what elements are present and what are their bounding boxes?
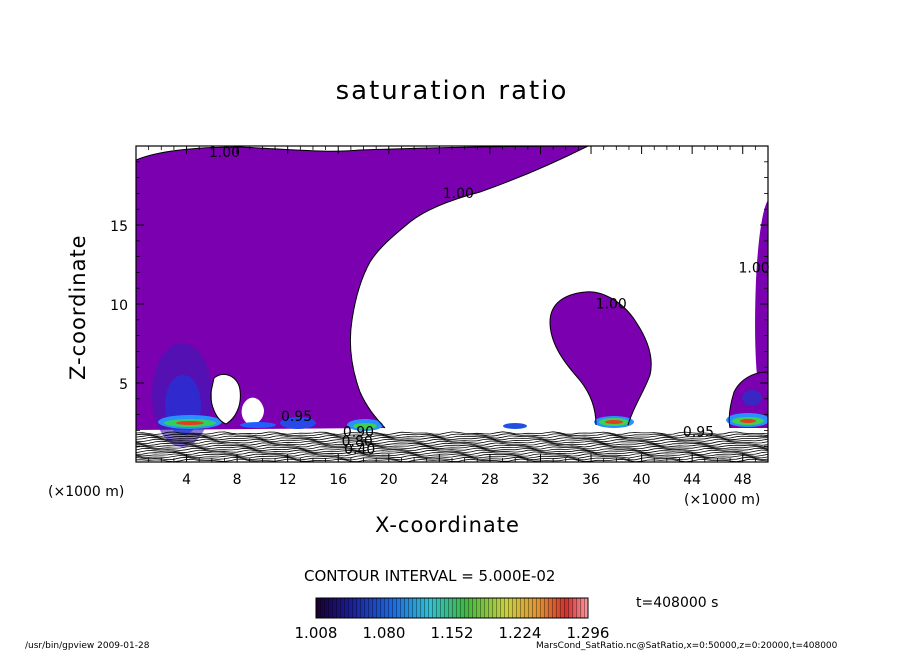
contour-line-surface	[136, 449, 768, 454]
supersaturated-region-main	[136, 146, 588, 430]
colorbar-stripes	[316, 598, 588, 618]
contour-label: 0.80	[342, 434, 373, 450]
time-label: t=408000 s	[636, 595, 719, 611]
contour-label: 1.00	[443, 186, 474, 202]
x-tick-label: 36	[582, 472, 600, 488]
x-tick-label: 40	[633, 472, 651, 488]
contour-labels: 1.00 1.00 1.00 1.00 0.95 0.900.800.40 0.95	[209, 145, 770, 458]
x-unit-label-left: (×1000 m)	[48, 484, 125, 500]
contour-label: 0.40	[344, 442, 375, 458]
core-left-band-red	[176, 421, 204, 425]
colorbar-tick-labels: 1.008 1.080 1.152 1.224 1.296	[295, 624, 610, 642]
colorbar: 1.008 1.080 1.152 1.224 1.296	[295, 597, 610, 642]
y-tick-label: 10	[110, 298, 128, 314]
contour-label: 1.00	[596, 297, 627, 313]
chart-title: saturation ratio	[335, 76, 569, 106]
contour-line-surface	[136, 433, 768, 437]
contour-label: 0.90	[343, 425, 374, 441]
x-tick-label: 20	[380, 472, 398, 488]
contour-line-surface	[136, 442, 768, 446]
contour-line-surface	[136, 431, 768, 435]
contour-line-surface	[136, 454, 768, 459]
colorbar-tick-label: 1.008	[295, 624, 338, 642]
core-2-green	[353, 423, 377, 429]
contour-label: 1.00	[739, 260, 770, 276]
y-axis: 5 10 15	[110, 161, 768, 447]
core-mid-band	[280, 417, 316, 429]
x-tick-label: 24	[430, 472, 448, 488]
core-5-red	[740, 419, 756, 423]
footer-source: MarsCond_SatRatio.nc@SatRatio,x=0:50000,…	[536, 641, 838, 651]
colorbar-tick-label: 1.080	[363, 624, 406, 642]
clear-hole-left	[210, 374, 241, 424]
x-tick-label: 12	[279, 472, 297, 488]
y-tick-label: 5	[119, 377, 128, 393]
contour-line-surface	[136, 445, 768, 450]
contour-line-surface	[136, 434, 768, 439]
contour-line-surface	[136, 436, 768, 441]
x-tick-label: 32	[532, 472, 550, 488]
x-tick-label: 16	[329, 472, 347, 488]
contour-line-surface	[136, 453, 768, 457]
contour-line-surface	[136, 451, 768, 455]
footer-command: /usr/bin/gpview 2009-01-28	[25, 641, 150, 651]
x-axis: 4 8 12 16 20 24 28 32 36 40 44 48	[148, 146, 756, 488]
contour-interval-label: CONTOUR INTERVAL = 5.000E-02	[304, 567, 556, 585]
colorbar-tick-label: 1.152	[431, 624, 474, 642]
contour-outlines	[136, 146, 768, 429]
x-unit-label-right: (×1000 m)	[684, 492, 761, 508]
x-tick-label: 44	[683, 472, 701, 488]
contour-label: 0.95	[281, 409, 312, 425]
colorbar-tick-label: 1.296	[567, 624, 610, 642]
colorbar-frame	[315, 597, 589, 619]
contour-label: 0.95	[683, 425, 714, 441]
contour-stack-lines	[136, 431, 768, 462]
core-3	[503, 423, 527, 429]
x-axis-label: X-coordinate	[375, 513, 520, 537]
y-tick-label: 15	[110, 219, 128, 235]
colorbar-tick-label: 1.224	[499, 624, 542, 642]
supersaturated-region-right-edge	[755, 200, 768, 410]
supersaturated-region-bubble	[550, 291, 652, 425]
contour-line-surface	[136, 444, 768, 448]
core-6	[742, 390, 762, 406]
x-tick-label: 4	[182, 472, 191, 488]
core-4-red	[605, 420, 623, 424]
clear-hole-mid	[241, 397, 264, 425]
contour-line-surface	[136, 440, 768, 445]
contour-label: 1.00	[209, 145, 240, 161]
x-tick-label: 48	[734, 472, 752, 488]
x-tick-label: 8	[233, 472, 242, 488]
contour-line-surface	[136, 438, 768, 443]
plot-field	[136, 146, 768, 462]
contour-line-surface	[136, 447, 768, 452]
y-axis-label: Z-coordinate	[66, 234, 90, 380]
x-tick-label: 28	[481, 472, 499, 488]
core-1	[240, 422, 276, 428]
